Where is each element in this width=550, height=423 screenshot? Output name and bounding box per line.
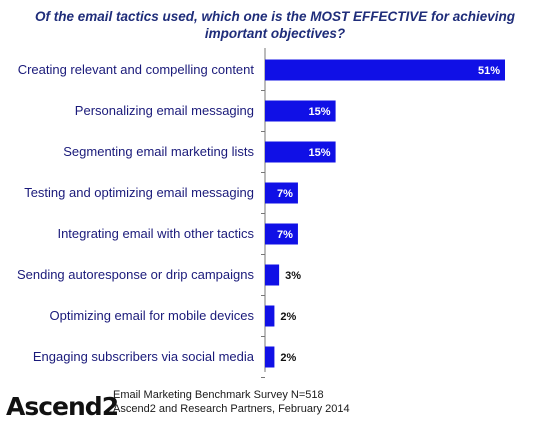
bars-layer: Creating relevant and compelling content…: [17, 59, 505, 378]
bar: [265, 59, 505, 81]
bar: [265, 100, 336, 122]
value-label: 15%: [309, 147, 331, 159]
footer-line-2: Ascend2 and Research Partners, February …: [113, 403, 350, 415]
category-label: Sending autoresponse or drip campaigns: [17, 267, 255, 282]
value-label: 51%: [478, 65, 500, 77]
bar: [265, 264, 280, 286]
category-label: Segmenting email marketing lists: [63, 144, 254, 159]
bar: [265, 346, 275, 368]
value-label: 2%: [280, 352, 296, 364]
ascend2-logo: Ascend2: [6, 392, 119, 421]
bar: [265, 182, 298, 204]
bar: [265, 305, 275, 327]
category-label: Optimizing email for mobile devices: [50, 308, 255, 323]
bar: [265, 141, 336, 163]
footer-line-1: Email Marketing Benchmark Survey N=518: [113, 389, 324, 401]
value-label: 7%: [277, 188, 293, 200]
category-label: Engaging subscribers via social media: [33, 349, 255, 364]
value-label: 15%: [309, 106, 331, 118]
value-label: 3%: [285, 270, 301, 282]
value-label: 2%: [280, 311, 296, 323]
category-label: Testing and optimizing email messaging: [24, 185, 254, 200]
chart-title-line-1: Of the email tactics used, which one is …: [35, 9, 516, 24]
bar: [265, 223, 298, 245]
chart-title-line-2: important objectives?: [205, 26, 345, 41]
source-footer: Email Marketing Benchmark Survey N=518 A…: [113, 388, 350, 416]
category-label: Integrating email with other tactics: [57, 226, 254, 241]
value-label: 7%: [277, 229, 293, 241]
category-label: Creating relevant and compelling content: [18, 62, 255, 77]
category-label: Personalizing email messaging: [75, 103, 254, 118]
